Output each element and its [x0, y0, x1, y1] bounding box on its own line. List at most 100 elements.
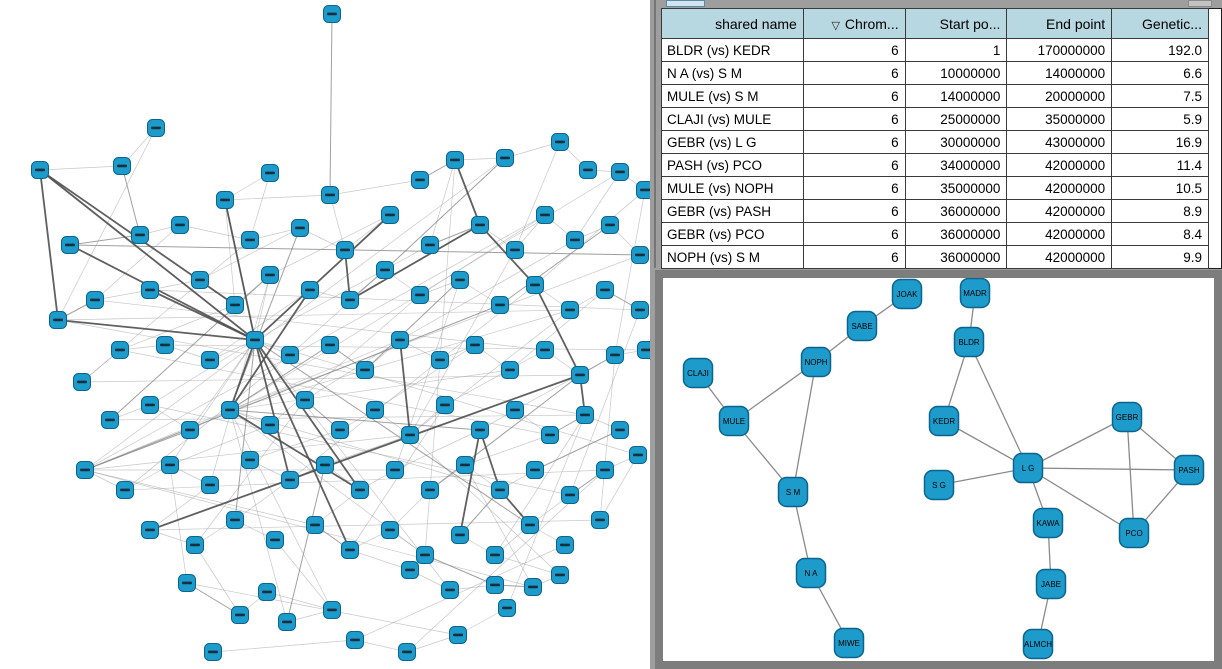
network-node[interactable] — [536, 206, 554, 224]
network-node[interactable] — [631, 301, 649, 319]
value-cell[interactable]: 6 — [802, 245, 906, 269]
edge-name-cell[interactable]: PASH (vs) PCO — [661, 153, 804, 177]
value-cell[interactable]: 42000000 — [1006, 176, 1113, 200]
network-node[interactable] — [323, 5, 341, 23]
network-node[interactable] — [49, 311, 67, 329]
network-node[interactable] — [498, 599, 516, 617]
network-node[interactable] — [524, 578, 542, 596]
network-node[interactable] — [281, 471, 299, 489]
network-node[interactable] — [501, 361, 519, 379]
value-cell[interactable]: 14000000 — [1006, 61, 1113, 85]
value-cell[interactable]: 8.4 — [1111, 222, 1209, 246]
network-node[interactable] — [611, 421, 629, 439]
network-node[interactable] — [596, 281, 614, 299]
network-node[interactable] — [111, 341, 129, 359]
network-node[interactable] — [436, 396, 454, 414]
network-node[interactable] — [336, 241, 354, 259]
network-node[interactable] — [201, 351, 219, 369]
network-node[interactable] — [156, 336, 174, 354]
node-mule[interactable]: MULE — [718, 405, 750, 437]
network-node[interactable] — [161, 456, 179, 474]
network-node[interactable] — [281, 346, 299, 364]
value-cell[interactable]: 9.9 — [1111, 245, 1209, 269]
network-node[interactable] — [226, 511, 244, 529]
network-node[interactable] — [356, 361, 374, 379]
node-pash[interactable]: PASH — [1173, 454, 1205, 486]
network-node[interactable] — [376, 261, 394, 279]
network-node[interactable] — [231, 606, 249, 624]
network-node[interactable] — [351, 481, 369, 499]
value-cell[interactable]: 42000000 — [1006, 199, 1113, 223]
network-node[interactable] — [101, 411, 119, 429]
network-node[interactable] — [421, 236, 439, 254]
network-node[interactable] — [471, 421, 489, 439]
network-node[interactable] — [636, 181, 651, 199]
table-tab[interactable] — [666, 0, 705, 7]
network-node[interactable] — [506, 401, 524, 419]
network-node[interactable] — [579, 161, 597, 179]
network-node[interactable] — [637, 341, 651, 359]
edge-name-cell[interactable]: N A (vs) S M — [661, 61, 804, 85]
network-node[interactable] — [629, 446, 647, 464]
value-cell[interactable]: 11.4 — [1111, 153, 1209, 177]
network-node[interactable] — [261, 164, 279, 182]
table-row[interactable]: GEBR (vs) L G 6 30000000 43000000 16.9 — [661, 130, 1222, 154]
network-node[interactable] — [471, 216, 489, 234]
node-kedr[interactable]: KEDR — [928, 405, 960, 437]
node-n-a[interactable]: N A — [795, 557, 827, 589]
node-madr[interactable]: MADR — [959, 277, 991, 309]
network-node[interactable] — [316, 456, 334, 474]
network-node[interactable] — [446, 151, 464, 169]
network-node[interactable] — [178, 574, 196, 592]
network-node[interactable] — [591, 511, 609, 529]
network-node[interactable] — [466, 336, 484, 354]
value-cell[interactable]: 36000000 — [904, 245, 1008, 269]
node-s-g[interactable]: S G — [923, 469, 955, 501]
network-node[interactable] — [321, 186, 339, 204]
network-node[interactable] — [241, 451, 259, 469]
network-node[interactable] — [221, 401, 239, 419]
value-cell[interactable]: 170000000 — [1006, 38, 1113, 62]
network-node[interactable] — [536, 341, 554, 359]
value-cell[interactable]: 8.9 — [1111, 199, 1209, 223]
edge-name-cell[interactable]: CLAJI (vs) MULE — [661, 107, 804, 131]
network-node[interactable] — [76, 461, 94, 479]
column-header-end-point[interactable]: End point — [1006, 8, 1113, 39]
network-node[interactable] — [506, 241, 524, 259]
value-cell[interactable]: 6 — [802, 61, 906, 85]
network-node[interactable] — [31, 161, 49, 179]
value-cell[interactable]: 6.6 — [1111, 61, 1209, 85]
network-node[interactable] — [226, 296, 244, 314]
value-cell[interactable]: 30000000 — [904, 130, 1008, 154]
network-node[interactable] — [346, 631, 364, 649]
network-node[interactable] — [113, 157, 131, 175]
edge-name-cell[interactable]: GEBR (vs) L G — [661, 130, 804, 154]
network-node[interactable] — [73, 373, 91, 391]
filtered-network-canvas[interactable]: CLAJI MULE NOPH SABE JOAK S M N A MIWE MADR BLDR K… — [663, 277, 1214, 661]
network-node[interactable] — [431, 351, 449, 369]
value-cell[interactable]: 36000000 — [904, 199, 1008, 223]
table-row[interactable]: PASH (vs) PCO 6 34000000 42000000 11.4 — [661, 153, 1222, 177]
network-node[interactable] — [86, 291, 104, 309]
network-node[interactable] — [141, 281, 159, 299]
network-node[interactable] — [116, 481, 134, 499]
network-node[interactable] — [141, 521, 159, 539]
network-node[interactable] — [411, 171, 429, 189]
network-node[interactable] — [496, 149, 514, 167]
table-row[interactable]: BLDR (vs) KEDR 6 1 170000000 192.0 — [661, 38, 1222, 62]
network-node[interactable] — [261, 266, 279, 284]
network-node[interactable] — [381, 206, 399, 224]
network-node[interactable] — [561, 301, 579, 319]
node-jabe[interactable]: JABE — [1035, 568, 1067, 600]
network-node[interactable] — [241, 231, 259, 249]
value-cell[interactable]: 6 — [802, 84, 906, 108]
value-cell[interactable]: 42000000 — [1006, 153, 1113, 177]
network-node[interactable] — [561, 486, 579, 504]
edge-name-cell[interactable]: MULE (vs) NOPH — [661, 176, 804, 200]
network-node[interactable] — [147, 119, 165, 137]
network-node[interactable] — [191, 271, 209, 289]
column-header-chrom---[interactable]: ▽ Chrom... — [802, 8, 906, 39]
network-node[interactable] — [526, 276, 544, 294]
node-miwe[interactable]: MIWE — [833, 627, 865, 659]
network-node[interactable] — [551, 566, 569, 584]
